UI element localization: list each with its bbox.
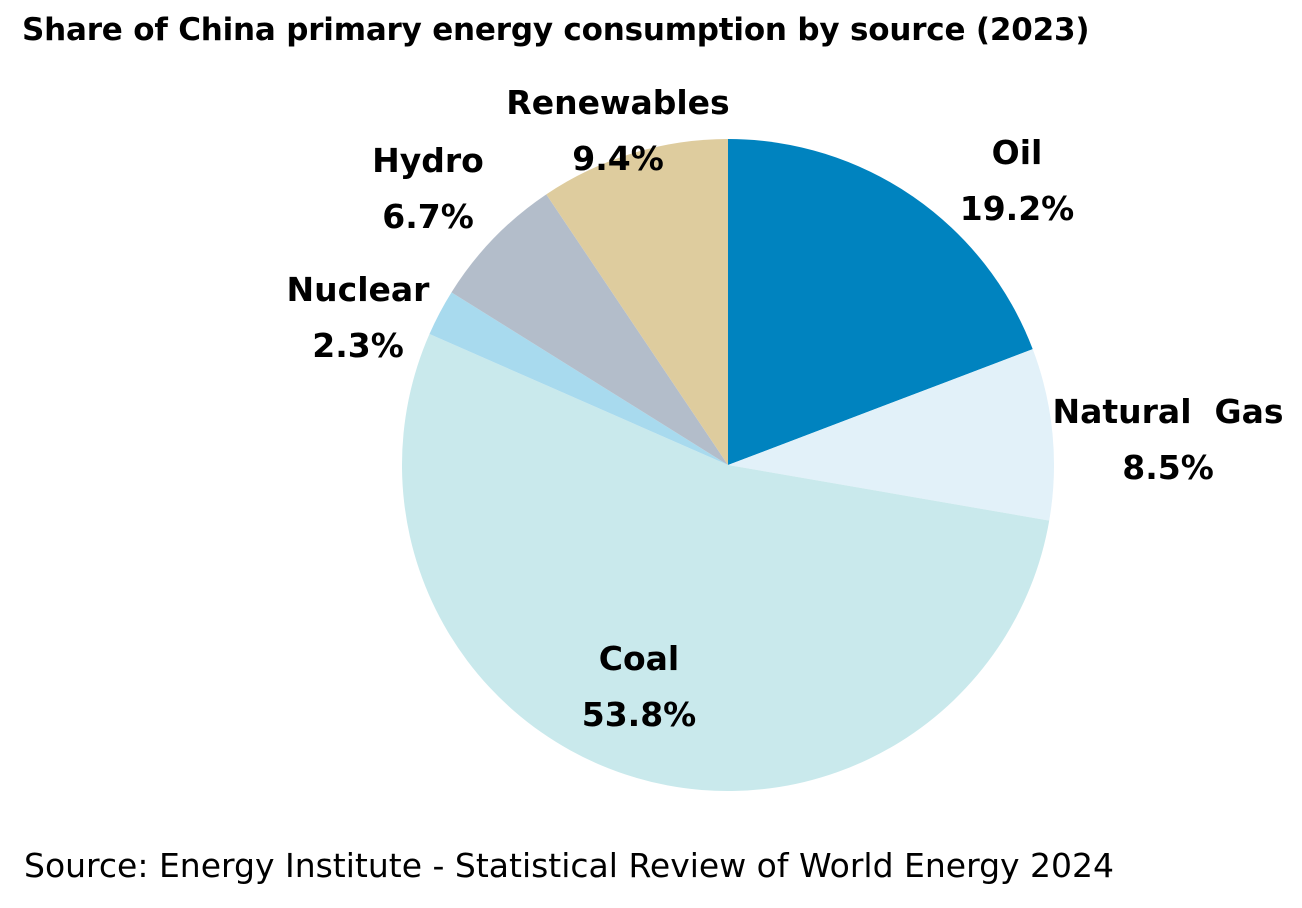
- slice-value-natural-gas: 8.5%: [1122, 448, 1214, 487]
- slice-label-nuclear: Nuclear: [287, 270, 431, 309]
- slice-value-coal: 53.8%: [582, 695, 697, 734]
- slice-value-nuclear: 2.3%: [312, 326, 404, 365]
- slice-value-oil: 19.2%: [960, 189, 1075, 228]
- pie-slice-coal: [401, 334, 1050, 792]
- slice-value-renewables: 9.4%: [572, 139, 664, 178]
- chart-source: Source: Energy Institute - Statistical R…: [24, 846, 1115, 885]
- slice-label-renewables: Renewables: [506, 83, 729, 122]
- slice-label-hydro: Hydro: [372, 141, 484, 180]
- slice-label-coal: Coal: [599, 639, 679, 678]
- pie-labels: Oil 19.2% Natural Gas 8.5% Coal 53.8% Nuclear 2…: [287, 83, 1284, 734]
- slice-label-oil: Oil: [992, 133, 1043, 172]
- pie-slice-renewables: [546, 139, 728, 465]
- slice-label-natural-gas: Natural Gas: [1053, 392, 1284, 431]
- slice-value-hydro: 6.7%: [382, 197, 474, 236]
- chart-title: Share of China primary energy consumptio…: [22, 12, 1090, 48]
- pie-slice-natural-gas: [728, 349, 1054, 521]
- pie-slice-hydro: [451, 194, 728, 465]
- pie-slices: [401, 139, 1054, 792]
- pie-slice-nuclear: [429, 292, 728, 465]
- pie-slice-oil: [728, 139, 1033, 465]
